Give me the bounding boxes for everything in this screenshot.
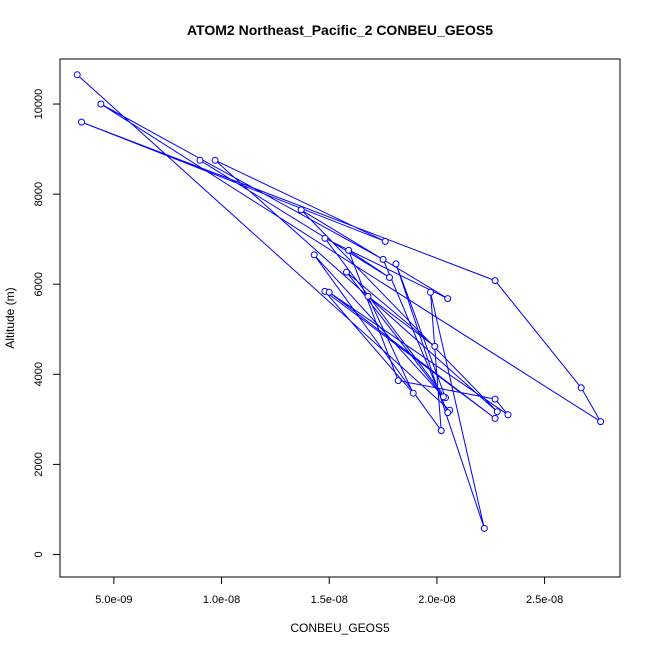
x-tick-label: 1.0e-08 bbox=[203, 594, 240, 606]
y-tick-label: 0 bbox=[33, 551, 45, 557]
chart-title: ATOM2 Northeast_Pacific_2 CONBEU_GEOS5 bbox=[187, 22, 493, 38]
data-point bbox=[379, 255, 387, 263]
data-point bbox=[431, 342, 439, 350]
data-point bbox=[577, 384, 585, 392]
plot-frame bbox=[59, 58, 621, 578]
data-point bbox=[343, 268, 350, 276]
x-axis-label: CONBEU_GEOS5 bbox=[290, 621, 390, 635]
data-point bbox=[444, 295, 452, 303]
data-point bbox=[321, 234, 329, 242]
data-point bbox=[504, 411, 512, 419]
data-point bbox=[73, 71, 81, 79]
data-point bbox=[345, 246, 353, 254]
data-point bbox=[444, 409, 452, 417]
data-point bbox=[409, 389, 417, 397]
data-point bbox=[386, 274, 393, 281]
data-point bbox=[381, 237, 389, 245]
data-point bbox=[491, 414, 499, 422]
data-point bbox=[297, 206, 305, 214]
data-point bbox=[364, 292, 372, 300]
data-point bbox=[480, 524, 488, 532]
y-tick-label: 4000 bbox=[33, 362, 45, 386]
data-point bbox=[196, 156, 204, 164]
data-point bbox=[78, 118, 85, 126]
data-point bbox=[437, 427, 445, 435]
data-point bbox=[597, 418, 605, 426]
data-point bbox=[439, 393, 447, 401]
data-point bbox=[394, 377, 402, 385]
y-axis-label: Altitude (m) bbox=[3, 287, 17, 348]
series-markers bbox=[73, 71, 605, 532]
data-point bbox=[491, 395, 499, 403]
data-point bbox=[491, 277, 499, 285]
data-point bbox=[493, 408, 501, 416]
x-tick-label: 2.0e-08 bbox=[418, 594, 455, 606]
data-point bbox=[211, 156, 219, 164]
data-point bbox=[392, 260, 400, 268]
x-tick-label: 5.0e-09 bbox=[95, 594, 132, 606]
y-tick-label: 10000 bbox=[33, 89, 45, 120]
x-tick-label: 1.5e-08 bbox=[311, 594, 348, 606]
data-point bbox=[325, 288, 333, 296]
y-tick-label: 6000 bbox=[33, 272, 45, 296]
x-tick-label: 2.5e-08 bbox=[526, 594, 563, 606]
y-tick-label: 8000 bbox=[33, 182, 45, 206]
data-point bbox=[310, 251, 318, 259]
y-axis: 0 2000 4000 6000 8000 10000 bbox=[33, 89, 60, 558]
data-point bbox=[97, 100, 105, 108]
y-tick-label: 2000 bbox=[33, 452, 45, 476]
x-axis: 5.0e-09 1.0e-08 1.5e-08 2.0e-08 2.5e-08 bbox=[95, 577, 563, 606]
data-point bbox=[427, 288, 434, 296]
